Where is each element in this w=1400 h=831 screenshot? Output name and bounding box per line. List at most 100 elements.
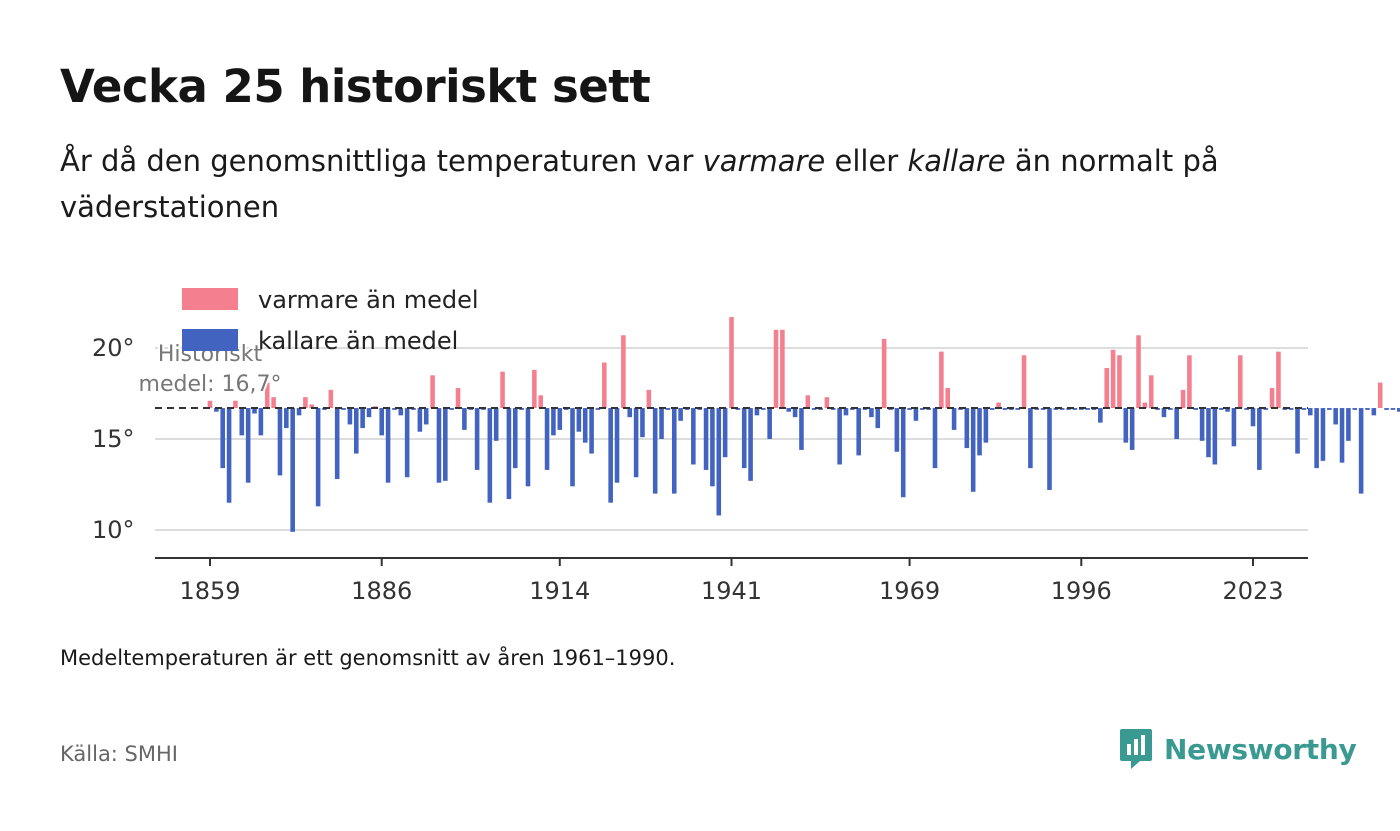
bar-cold: [920, 408, 925, 410]
bar-warm: [1110, 349, 1116, 409]
bar-warm: [780, 329, 785, 409]
bar-cold: [1333, 408, 1338, 425]
bar-cold: [875, 408, 881, 429]
bar-warm: [945, 388, 951, 409]
x-axis-ticks: 1859 1886 1914 1941 1969 1996 2023: [179, 558, 1284, 605]
bar-cold: [1174, 408, 1179, 439]
bar-cold: [659, 408, 664, 439]
bar-cold: [315, 408, 321, 507]
bar-cold: [1231, 408, 1237, 447]
bar-cold: [856, 408, 861, 456]
bar-cold: [1346, 408, 1351, 441]
baseline-label-line2: medel: 16,7°: [139, 372, 282, 397]
x-tick-label: 1886: [351, 577, 412, 605]
page-subtitle: År då den genomsnittliga temperaturen va…: [60, 138, 1310, 230]
bar-warm: [271, 397, 276, 409]
bar-cold: [1396, 408, 1400, 412]
bar-warm: [621, 335, 626, 409]
bar-cold: [1352, 408, 1358, 410]
bar-cold: [786, 408, 792, 412]
page-title: Vecka 25 historiskt sett: [60, 60, 651, 113]
subtitle-part: eller: [825, 144, 908, 178]
bar-cold: [894, 408, 900, 452]
bar-cold: [443, 408, 448, 481]
bar-cold: [493, 408, 499, 441]
bar-warm: [1276, 351, 1281, 409]
bar-cold: [379, 408, 385, 436]
y-axis-ticks: 10° 15° 20°: [92, 334, 135, 544]
bar-cold: [869, 408, 874, 418]
y-tick-label: 20°: [92, 334, 135, 362]
bar-cold: [353, 408, 359, 454]
bar-cold: [1123, 408, 1129, 443]
bar-cold: [220, 408, 226, 469]
bar-cold: [1307, 408, 1313, 416]
bar-cold: [214, 408, 219, 412]
bar-cold: [1047, 408, 1052, 490]
bar-cold: [417, 408, 423, 432]
bar-cold: [1193, 408, 1199, 410]
bar-warm: [996, 402, 1001, 409]
bar-warm: [1269, 388, 1275, 409]
bar-warm: [1148, 375, 1154, 409]
bar-cold: [544, 408, 550, 470]
bar-cold: [633, 408, 639, 478]
bar-cold: [258, 408, 264, 436]
legend: varmare än medel kallare än medel: [182, 286, 479, 355]
legend-swatch-warm: [182, 288, 238, 310]
bar-warm: [207, 400, 213, 409]
bar-cold: [1320, 408, 1326, 461]
bar-cold: [1098, 408, 1103, 423]
bar-cold: [1244, 408, 1249, 410]
bar-warm: [646, 389, 652, 409]
bar-cold: [582, 408, 588, 443]
bar-cold: [1314, 408, 1319, 469]
bar-cold: [1225, 408, 1230, 412]
bar-cold: [811, 408, 817, 410]
newsworthy-icon: [1120, 729, 1152, 769]
bar-warm: [1187, 355, 1192, 409]
bar-cold: [754, 408, 760, 416]
bar-warm: [538, 395, 543, 409]
bar-cold: [989, 408, 995, 410]
bar-warm: [455, 388, 461, 409]
bar-cold: [1365, 408, 1370, 410]
bar-warm: [303, 397, 308, 409]
bar-cold: [1072, 408, 1078, 410]
bar-cold: [474, 408, 480, 470]
bar-cold: [1257, 408, 1262, 470]
bar-cold: [799, 408, 804, 450]
bar-cold: [1129, 408, 1135, 450]
bar-cold: [1250, 408, 1256, 427]
bar-cold: [341, 408, 346, 410]
bar-cold: [512, 408, 518, 469]
bar-cold: [671, 408, 677, 494]
bar-cold: [277, 408, 283, 476]
brand-logo: Newsworthy: [1118, 727, 1357, 771]
bar-cold: [843, 408, 849, 416]
bar-cold: [1295, 408, 1300, 454]
bar-cold: [614, 408, 620, 483]
bar-cold: [398, 408, 404, 416]
legend-swatch-cold: [182, 329, 238, 351]
bar-cold: [665, 408, 671, 410]
bar-warm: [1180, 389, 1186, 409]
brand-name: Newsworthy: [1164, 732, 1357, 766]
bar-warm: [430, 375, 435, 409]
bar-warm: [1104, 368, 1110, 409]
bar-cold: [710, 408, 715, 487]
bar-cold: [1301, 408, 1307, 410]
bar-cold: [252, 408, 257, 414]
bar-cold: [462, 408, 467, 430]
bar-cold: [722, 408, 728, 458]
bar-cold: [678, 408, 683, 421]
x-tick-label: 2023: [1222, 577, 1283, 605]
bar-cold: [1161, 408, 1167, 418]
bar-cold: [392, 408, 397, 410]
bar-warm: [1142, 402, 1148, 409]
subtitle-part: än normalt på väderstationen: [60, 144, 1219, 224]
bar-warm: [729, 317, 734, 409]
footnote: Medeltemperaturen är ett genomsnitt av å…: [60, 646, 676, 670]
bar-cold: [360, 408, 365, 429]
bar-warm: [532, 369, 537, 409]
